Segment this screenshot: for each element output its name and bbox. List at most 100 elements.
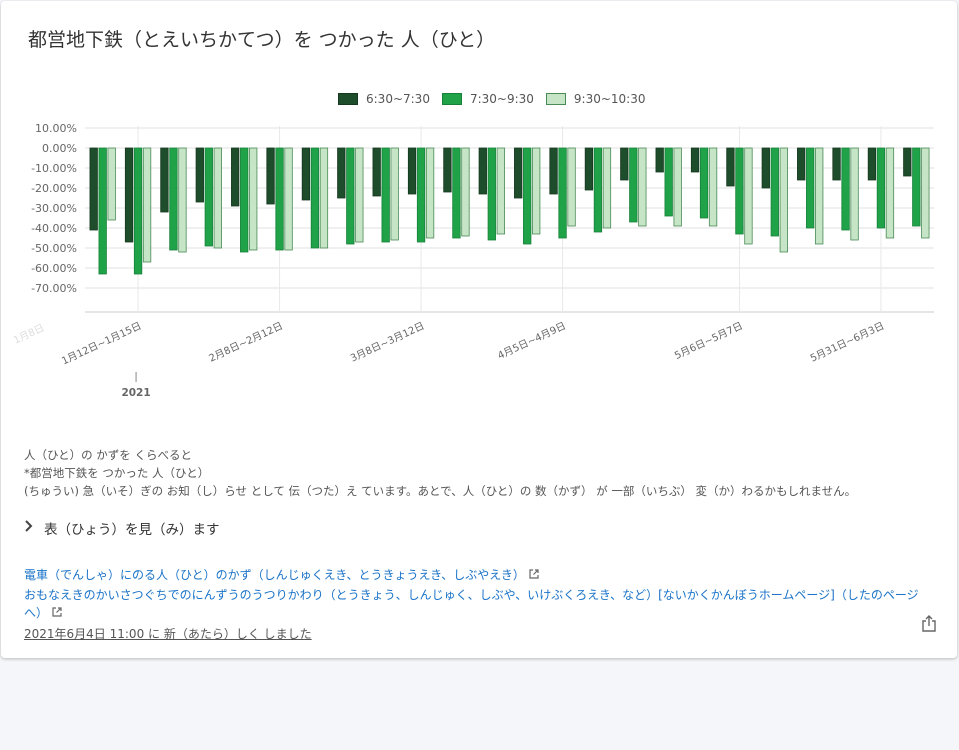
bar	[452, 147, 461, 239]
bar	[523, 147, 532, 245]
x-tick-label: 5月31日~6月3日	[808, 320, 886, 365]
bar-chart: 10.00% 0.00% -10.00% -20.00% -30.00% -40.00% -…	[12, 122, 934, 399]
bar	[461, 147, 470, 237]
bar	[124, 147, 134, 243]
bar	[921, 147, 930, 239]
bar	[690, 147, 700, 173]
bar	[390, 147, 399, 241]
bar	[655, 147, 664, 173]
bar	[708, 147, 718, 227]
bar	[487, 147, 496, 241]
legend-swatch-2	[441, 93, 462, 105]
legend-item-2[interactable]: 7:30~9:30	[441, 92, 534, 106]
bar	[602, 147, 612, 229]
bar	[514, 147, 523, 199]
note-line-2: *都営地下鉄を つかった 人（ひと）	[24, 466, 210, 480]
x-tick-label-faded: 1月8日	[12, 322, 47, 347]
y-tick-label: -50.00%	[31, 242, 77, 255]
bar	[664, 147, 673, 217]
bar	[832, 147, 841, 181]
year-label: 2021	[121, 387, 150, 399]
bar	[204, 147, 213, 247]
legend: 6:30~7:30 7:30~9:30 9:30~10:30	[338, 91, 658, 107]
chart-card: 都営地下鉄（とえいちかてつ）を つかった 人（ひと） 6:30~7:30 7:3…	[1, 1, 957, 658]
link-station-changes[interactable]: おもなえきのかいさつぐちでのにんずうのうつりかわり（とうきょう、しんじゅく、しぶ…	[24, 588, 919, 620]
bar	[912, 147, 921, 227]
bar	[779, 147, 788, 253]
bar	[301, 147, 311, 201]
bar	[797, 147, 806, 181]
bar	[160, 147, 169, 213]
bar	[744, 147, 753, 245]
bar	[407, 147, 417, 195]
bar	[213, 147, 222, 249]
legend-swatch-1	[338, 93, 358, 105]
bar	[850, 147, 859, 241]
bar	[319, 147, 329, 249]
bar	[532, 147, 541, 235]
links: 電車（でんしゃ）にのる人（ひと）のかず（しんじゅくえき、とうきょうえき、しぶやえ…	[24, 566, 929, 643]
bar	[178, 147, 187, 253]
legend-item-1[interactable]: 6:30~7:30	[338, 92, 430, 106]
bar	[249, 147, 258, 251]
legend-label-1: 6:30~7:30	[366, 92, 430, 106]
bar	[133, 147, 143, 275]
bar	[885, 147, 895, 239]
y-tick-label: 0.00%	[42, 142, 77, 155]
y-tick-label: -60.00%	[31, 262, 77, 275]
x-tick-label: 1月12日~1月15日	[60, 320, 144, 367]
bar	[195, 147, 204, 203]
bar	[567, 147, 576, 227]
bar	[726, 147, 735, 187]
bar	[815, 147, 824, 245]
y-tick-label: -30.00%	[31, 202, 77, 215]
bar	[372, 147, 381, 197]
share-icon[interactable]	[921, 615, 937, 633]
bar	[549, 147, 558, 195]
bar	[240, 147, 249, 253]
bar	[876, 147, 886, 229]
bar	[478, 147, 487, 195]
bar	[416, 147, 426, 243]
note-line-1: 人（ひと）の かずを くらべると	[24, 448, 192, 462]
bar	[699, 147, 709, 219]
x-tick-label: 4月5日~4月9日	[496, 320, 568, 362]
note-line-3: (ちゅうい) 急（いそ）ぎの お知（し）らせ として 伝（つた）え ています。あ…	[24, 484, 857, 498]
link-passenger-count[interactable]: 電車（でんしゃ）にのる人（ひと）のかず（しんじゅくえき、とうきょうえき、しぶやえ…	[24, 568, 525, 582]
bar	[346, 147, 355, 245]
show-table-label: 表（ひょう）を見（み）ます	[44, 522, 220, 538]
y-tick-label: 10.00%	[35, 122, 77, 135]
x-tick-label: 5月6日~5月7日	[673, 320, 745, 362]
legend-item-3[interactable]: 9:30~10:30	[545, 92, 646, 106]
bar	[496, 147, 505, 235]
chevron-right-icon	[24, 520, 44, 536]
bar	[275, 147, 284, 251]
bar	[761, 147, 770, 189]
bar	[425, 147, 435, 239]
y-tick-label: -70.00%	[31, 282, 77, 295]
y-tick-label: -40.00%	[31, 222, 77, 235]
show-table-toggle[interactable]: 表（ひょう）を見（み）ます	[24, 518, 220, 538]
y-tick-label: -20.00%	[31, 182, 77, 195]
bar	[443, 147, 452, 193]
bar	[584, 147, 594, 191]
bar	[381, 147, 390, 243]
external-link-icon	[529, 568, 539, 586]
bar	[903, 147, 912, 177]
bar	[673, 147, 682, 227]
bar	[735, 147, 744, 235]
chart-title: 都営地下鉄（とえいちかてつ）を つかった 人（ひと）	[28, 29, 496, 51]
bar	[98, 147, 107, 275]
updated-timestamp[interactable]: 2021年6月4日 11:00 に 新（あたら）しく しました	[24, 627, 312, 641]
bar	[337, 147, 346, 199]
bar	[231, 147, 240, 207]
bar	[169, 147, 178, 251]
notes: 人（ひと）の かずを くらべると *都営地下鉄を つかった 人（ひと） (ちゅう…	[24, 446, 856, 500]
bar	[620, 147, 629, 181]
legend-label-3: 9:30~10:30	[573, 92, 646, 106]
legend-swatch-3	[545, 93, 566, 105]
bar	[629, 147, 638, 223]
bar	[355, 147, 364, 243]
bar	[284, 147, 293, 251]
legend-label-2: 7:30~9:30	[469, 92, 534, 106]
